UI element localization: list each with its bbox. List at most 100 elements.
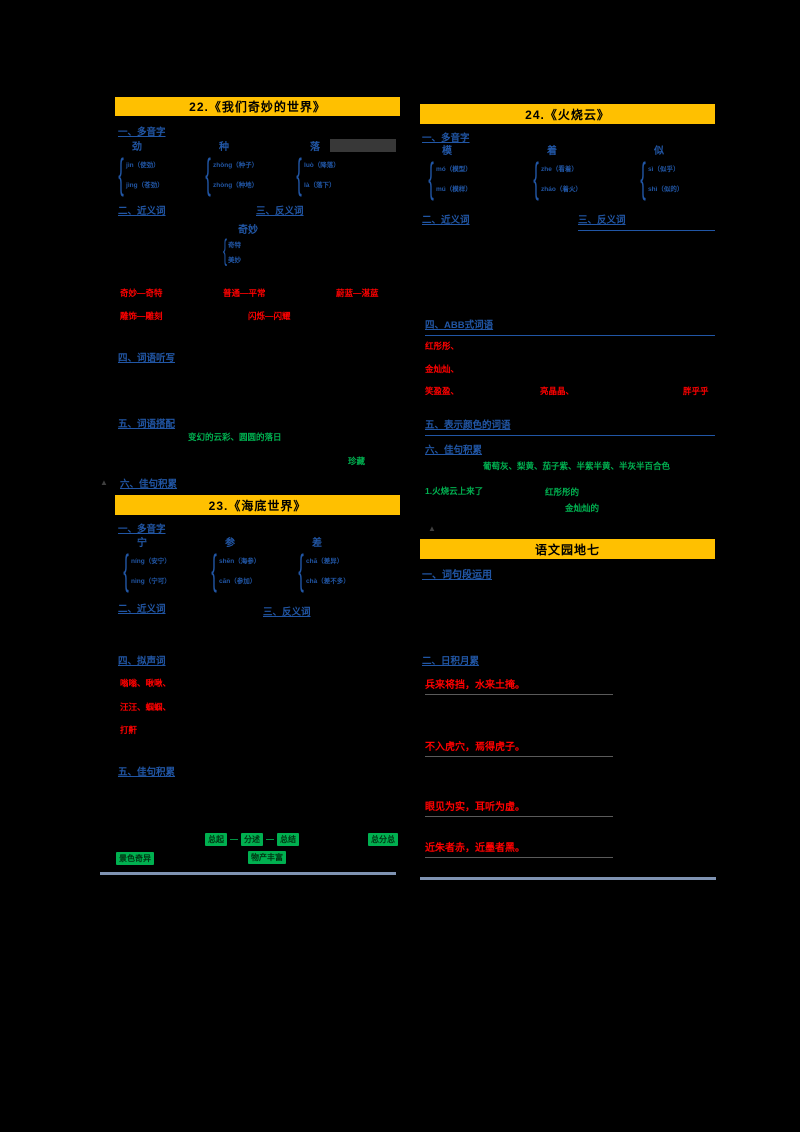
duoyin-option: shì（似的） (648, 185, 684, 193)
duoyin-option: zhòng（种地） (213, 181, 259, 189)
lesson23-heading-fanyici: 三、反义词 (263, 607, 311, 618)
lesson23-heading-nishengci: 四、拟声词 (118, 656, 166, 667)
duoyin-cluster: 模 { mó（模型） mú（模样） (428, 142, 472, 201)
structure-node: 总起 (205, 833, 227, 846)
duoyin-character: 差 (312, 538, 322, 549)
duoyin-character: 似 (654, 146, 664, 157)
abb-word: 亮晶晶、 (540, 386, 575, 396)
duoyin-option: chà（差不多） (306, 577, 350, 585)
duoyin-cluster: 似 { sì（似乎） shì（似的） (640, 142, 684, 198)
onomatopoeia-row: 汪汪、蝈蝈、 (120, 702, 172, 712)
yuandi7-title-bar: 语文园地七 (420, 539, 715, 559)
lesson24-heading-fanyici: 三、反义词 (578, 210, 715, 231)
duoyin-cluster: 着 { zhe（看着） zháo（着火） (533, 142, 582, 201)
lesson22-heading-jinyici: 二、近义词 (118, 206, 166, 217)
duoyin-option: là（落下） (304, 181, 336, 189)
green-keyword: 金灿灿的 (565, 503, 600, 513)
lesson23-heading-jiaju: 五、佳句积累 (118, 767, 176, 778)
duoyin-cluster: 种 { zhǒng（种子） zhòng（种地） (205, 138, 259, 197)
brace-icon: { (211, 546, 217, 593)
idiom-text: 近朱者赤，近墨者黑。 (425, 839, 613, 858)
brace-icon: { (428, 154, 434, 201)
lesson23-title-bar: 23.《海底世界》 (115, 495, 400, 515)
duoyin-option: chā（差异） (306, 557, 344, 565)
green-keyword: 景色奇异 (116, 852, 154, 865)
duoyin-cluster: 差 { chā（差异） chà（差不多） (298, 534, 350, 593)
duoyin-character: 落 (310, 142, 320, 153)
brace-icon: { (296, 150, 302, 197)
structure-node: 总结 (277, 833, 299, 846)
abb-word: 笑盈盈、 (425, 386, 460, 396)
duoyin-character: 模 (442, 146, 452, 157)
duoyin-option: nìng（宁可） (131, 577, 171, 585)
structure-node: 分述 (241, 833, 263, 846)
brace-icon: { (118, 150, 124, 197)
compare-option: 奇特 (228, 241, 242, 249)
duoyin-option: jìng（苍劲） (126, 181, 164, 189)
heading-label: 三、反义词 (578, 215, 626, 226)
duoyin-cluster: 宁 { níng（安宁） nìng（宁可） (123, 534, 171, 593)
duoyin-option: zhe（看着） (541, 165, 578, 173)
brace-icon: { (205, 150, 211, 197)
duoyin-option: mó（模型） (436, 165, 472, 173)
lesson22-heading-duoyin: 一、多音字 (118, 127, 166, 138)
dash-icon: — (266, 835, 274, 844)
lesson24-title-bar: 24.《火烧云》 (420, 104, 715, 124)
duoyin-cluster: 劲 { jìn（使劲） jìng（苍劲） (118, 138, 164, 197)
triangle-marker: ▲ (100, 478, 108, 487)
synonym-pair: 闪烁—闪耀 (248, 311, 291, 321)
duoyin-option: luò（降落） (304, 161, 340, 169)
structure-diagram: 总起 — 分述 — 总结 (205, 833, 299, 846)
idiom-text: 兵来将挡，水来土掩。 (425, 676, 613, 695)
duoyin-option: zhǒng（种子） (213, 161, 259, 169)
yuandi7-heading-riji: 二、日积月累 (422, 656, 480, 667)
left-column-divider (100, 872, 396, 875)
dash-icon: — (230, 835, 238, 844)
heading-label: 五、表示颜色的词语 (425, 420, 511, 431)
onomatopoeia-row: 嗡嗡、啾啾、 (120, 678, 172, 688)
abb-word: 胖乎乎 (683, 386, 709, 396)
lesson23-heading-jinyici: 二、近义词 (118, 604, 166, 615)
green-keyword: 珍藏 (348, 456, 366, 466)
lesson24-heading-abb: 四、ABB式词语 (425, 315, 715, 336)
duoyin-character: 种 (219, 142, 229, 153)
synonym-pair: 蔚蓝—湛蓝 (336, 288, 379, 298)
brace-icon: { (123, 546, 129, 593)
lesson24-heading-jiaju: 六、佳句积累 (425, 445, 483, 456)
lesson24-heading-yanse: 五、表示颜色的词语 (425, 415, 715, 436)
duoyin-option: mú（模样） (436, 185, 472, 193)
lesson22-heading-jiaju: 六、佳句积累 (120, 479, 178, 490)
duoyin-option: cān（参加） (219, 577, 257, 585)
onomatopoeia-row: 打鼾 (120, 725, 138, 735)
duoyin-character: 着 (547, 146, 557, 157)
brace-icon: { (298, 546, 304, 593)
abb-word: 红彤彤、 (425, 341, 460, 351)
heading-label: 四、ABB式词语 (425, 320, 494, 331)
duoyin-character: 劲 (132, 142, 142, 153)
compare-option: 美妙 (228, 256, 242, 264)
duoyin-option: shēn（海参） (219, 557, 261, 565)
duoyin-cluster: 落 { luò（降落） là（落下） (296, 138, 340, 197)
duoyin-option: zháo（着火） (541, 185, 582, 193)
green-keyword: 红彤彤的 (545, 487, 580, 497)
triangle-marker: ▲ (428, 524, 436, 533)
structure-tag: 总分总 (368, 833, 398, 846)
lesson22-title-bar: 22.《我们奇妙的世界》 (115, 97, 400, 116)
synonym-pair: 奇妙—奇特 (120, 288, 163, 298)
idiom-text: 不入虎穴，焉得虎子。 (425, 738, 613, 757)
lesson24-heading-duoyin: 一、多音字 (422, 133, 470, 144)
brace-icon: { (533, 154, 539, 201)
abb-word: 金灿灿、 (425, 364, 460, 374)
synonym-pair: 普通—平常 (223, 288, 266, 298)
idiom-text: 眼见为实，耳听为虚。 (425, 798, 613, 817)
brace-icon: { (223, 234, 228, 267)
synonym-pair: 雕饰—雕刻 (120, 311, 163, 321)
duoyin-option: níng（安宁） (131, 557, 171, 565)
yuandi7-heading-cijuduan: 一、词句段运用 (422, 570, 492, 581)
duoyin-character: 宁 (137, 538, 147, 549)
green-sentence: 1.火烧云上来了 (425, 486, 484, 496)
lesson24-heading-jinyici: 二、近义词 (422, 215, 470, 226)
collocation-green-text: 变幻的云彩、圆圆的落日 (188, 432, 282, 442)
green-keyword: 物产丰富 (248, 851, 286, 864)
